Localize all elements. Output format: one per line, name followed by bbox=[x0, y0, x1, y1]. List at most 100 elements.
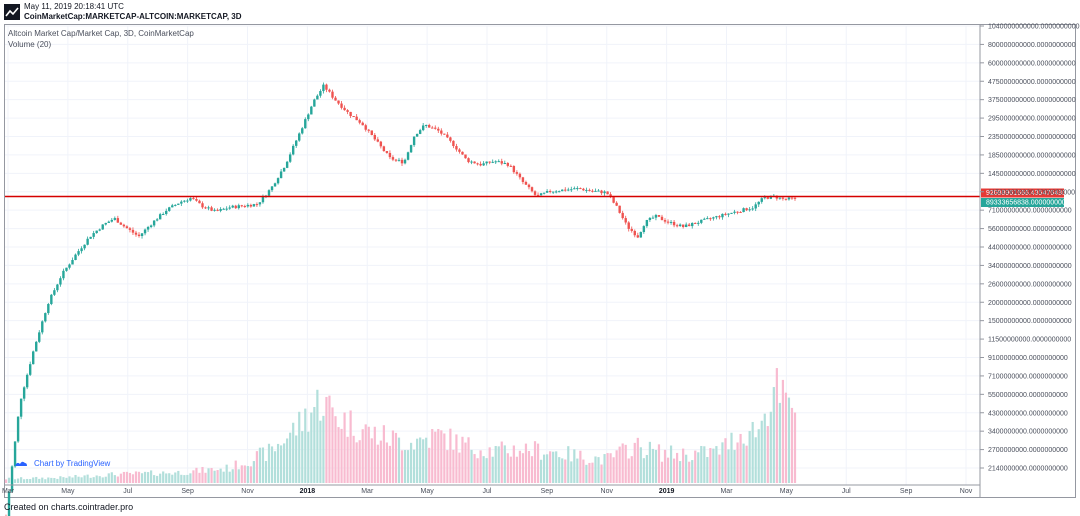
candle-body bbox=[709, 218, 712, 220]
candle-body bbox=[110, 219, 114, 222]
volume-bar bbox=[464, 442, 467, 483]
volume-bar bbox=[778, 402, 781, 483]
volume-bar bbox=[192, 470, 195, 483]
volume-bar bbox=[455, 434, 458, 483]
volume-bar bbox=[162, 471, 165, 483]
volume-bar bbox=[709, 448, 712, 483]
tradingview-credit-text: Chart by TradingView bbox=[34, 459, 111, 468]
volume-bar bbox=[65, 477, 68, 483]
volume-bar bbox=[180, 474, 183, 483]
volume-bar bbox=[470, 449, 473, 483]
candle-body bbox=[270, 186, 274, 191]
volume-bar bbox=[730, 432, 733, 483]
candle-body bbox=[603, 191, 606, 194]
volume-bar bbox=[476, 458, 479, 483]
volume-bar bbox=[406, 450, 410, 483]
candle-body bbox=[491, 161, 494, 163]
volume-bar bbox=[636, 437, 639, 483]
volume-bar bbox=[53, 478, 56, 483]
volume-bar bbox=[20, 477, 23, 483]
candle-body bbox=[715, 216, 718, 218]
candle-body bbox=[609, 194, 612, 198]
volume-bar bbox=[564, 459, 567, 483]
volume-bar bbox=[521, 453, 525, 483]
candle-body bbox=[539, 193, 543, 196]
y-tick-label: 235000000000.0000000000 bbox=[988, 134, 1076, 141]
volume-bar bbox=[77, 476, 80, 483]
x-axis[interactable]: Mar May Jul Sep Nov 2018 Mar May Jul Sep Nov 2019 Ma… bbox=[2, 484, 980, 495]
volume-bar bbox=[573, 449, 576, 483]
candle-body bbox=[421, 125, 425, 131]
candle-body bbox=[509, 165, 513, 167]
tradingview-credit[interactable]: Chart by TradingView bbox=[14, 459, 110, 468]
volume-bar bbox=[110, 472, 113, 483]
candle-body bbox=[358, 120, 361, 123]
candle-body bbox=[461, 151, 464, 155]
candle-body bbox=[630, 228, 633, 231]
volume-bar bbox=[292, 422, 295, 483]
y-tick-label: 800000000000.0000000000 bbox=[988, 42, 1076, 49]
volume-bar bbox=[691, 460, 694, 483]
y-tick-label: 5500000000.0000000000 bbox=[988, 392, 1068, 399]
volume-bar bbox=[654, 449, 658, 483]
candle-body bbox=[210, 207, 213, 211]
y-tick-label: 475000000000.0000000000 bbox=[988, 79, 1076, 86]
candle-body bbox=[367, 129, 370, 131]
volume-bar bbox=[267, 443, 271, 483]
candle-body bbox=[554, 191, 558, 193]
candle-body bbox=[488, 161, 491, 163]
volume-bar bbox=[107, 473, 110, 483]
volume-bar bbox=[382, 425, 385, 483]
candle-body bbox=[240, 205, 243, 207]
volume-bar bbox=[29, 479, 32, 483]
volume-bar bbox=[491, 456, 494, 483]
candle-body bbox=[787, 197, 791, 200]
volume-bar bbox=[422, 439, 425, 483]
candle-body bbox=[391, 157, 395, 160]
candle-body bbox=[712, 217, 715, 219]
candle-body bbox=[316, 95, 319, 100]
volume-bar bbox=[784, 392, 788, 483]
volume-bar bbox=[16, 478, 20, 483]
volume-bar bbox=[367, 426, 370, 483]
candle-body bbox=[86, 238, 89, 245]
candle-body bbox=[201, 203, 204, 208]
candle-body bbox=[44, 313, 47, 322]
y-axis[interactable]: 1040000000000.0000000000 800000000000.000… bbox=[979, 24, 1080, 498]
candle-body bbox=[376, 139, 380, 142]
y-tick-label: 20000000000.0000000000 bbox=[988, 300, 1072, 307]
candle-body bbox=[564, 189, 567, 191]
candle-body bbox=[98, 229, 101, 231]
volume-bar bbox=[645, 454, 648, 483]
candle-body bbox=[373, 134, 377, 140]
candle-body bbox=[249, 204, 253, 207]
candle-body bbox=[276, 178, 280, 184]
volume-bar bbox=[518, 450, 522, 483]
volume-bar bbox=[140, 473, 144, 483]
candle-body bbox=[307, 114, 310, 120]
volume-bar bbox=[497, 446, 500, 483]
volume-bar bbox=[567, 446, 570, 483]
candle-body bbox=[89, 236, 92, 239]
candle-body bbox=[38, 332, 41, 342]
candle-body bbox=[237, 205, 240, 209]
candle-body bbox=[739, 211, 742, 213]
candle-body bbox=[213, 209, 216, 211]
volume-bar bbox=[98, 476, 101, 483]
candle-body bbox=[533, 191, 537, 195]
candle-body bbox=[80, 248, 83, 252]
volume-bar bbox=[446, 450, 449, 483]
volume-bar bbox=[612, 457, 615, 483]
volume-bar bbox=[273, 451, 277, 483]
symbol-label: CoinMarketCap:MARKETCAP-ALTCOIN:MARKETCA… bbox=[24, 12, 242, 21]
volume-bar bbox=[143, 471, 147, 483]
horizontal-line-layer[interactable]: 92088961666.4354764800 89333656838.000000… bbox=[5, 188, 1070, 207]
volume-bar bbox=[32, 477, 35, 483]
volume-bar bbox=[651, 448, 655, 483]
candle-body bbox=[246, 204, 250, 207]
candle-body bbox=[687, 224, 691, 227]
volume-bar bbox=[482, 456, 485, 483]
volume-bar bbox=[92, 477, 95, 483]
candle-body bbox=[512, 165, 516, 173]
